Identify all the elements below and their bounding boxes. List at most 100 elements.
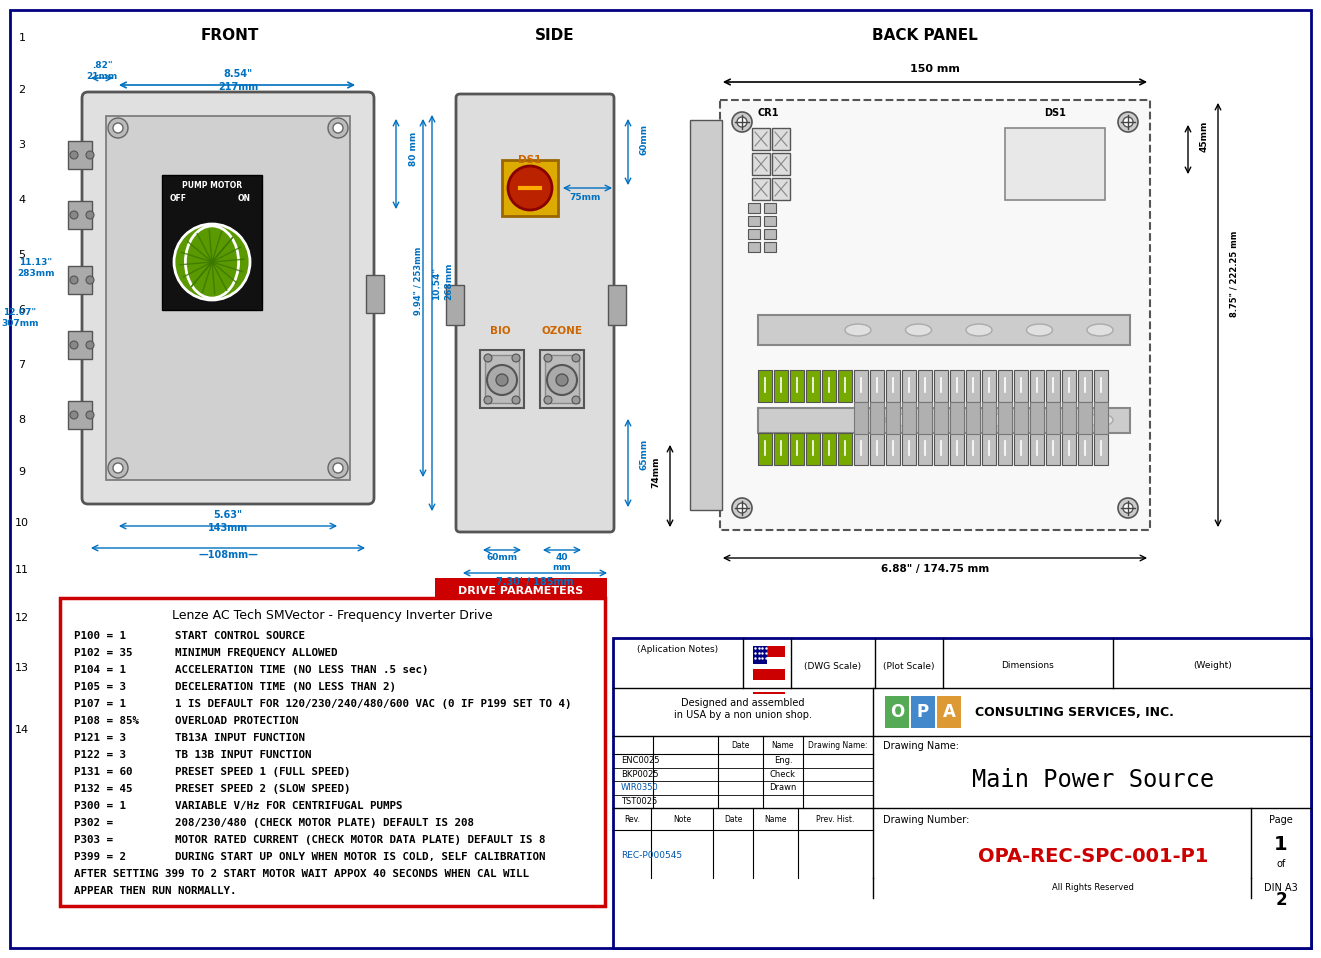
Text: ON: ON — [238, 194, 251, 203]
Text: 217mm: 217mm — [218, 82, 258, 92]
Text: AFTER SETTING 399 TO 2 START MOTOR WAIT APPOX 40 SECONDS WHEN CAL WILL: AFTER SETTING 399 TO 2 START MOTOR WAIT … — [74, 869, 528, 879]
Text: Note: Note — [672, 814, 691, 824]
Bar — [853, 433, 868, 465]
Text: DIN A3: DIN A3 — [1264, 883, 1297, 893]
Circle shape — [483, 396, 491, 404]
Bar — [885, 696, 909, 728]
Circle shape — [328, 458, 347, 478]
Text: (Aplication Notes): (Aplication Notes) — [638, 646, 719, 654]
Text: START CONTROL SOURCE: START CONTROL SOURCE — [174, 631, 305, 641]
Bar — [1030, 433, 1044, 465]
Text: 9.94" / 253mm: 9.94" / 253mm — [413, 246, 423, 315]
Text: 74mm: 74mm — [651, 457, 660, 488]
Text: 1: 1 — [1275, 834, 1288, 854]
Text: P108 = 85%: P108 = 85% — [74, 716, 139, 726]
Text: 45mm: 45mm — [1199, 121, 1209, 152]
Text: 307mm: 307mm — [1, 319, 38, 328]
Bar — [1015, 433, 1028, 465]
Bar — [934, 370, 948, 402]
FancyBboxPatch shape — [82, 92, 374, 504]
Bar — [934, 433, 948, 465]
Bar — [67, 266, 92, 294]
Bar — [871, 402, 884, 434]
Text: 75mm: 75mm — [569, 193, 601, 202]
Text: CR1: CR1 — [757, 108, 779, 118]
Text: Name: Name — [771, 741, 794, 749]
Circle shape — [333, 463, 343, 473]
Circle shape — [70, 211, 78, 219]
Text: Drawing Name:: Drawing Name: — [882, 741, 959, 751]
Bar — [774, 433, 789, 465]
Text: OVERLOAD PROTECTION: OVERLOAD PROTECTION — [174, 716, 299, 726]
Circle shape — [108, 458, 128, 478]
Circle shape — [70, 341, 78, 349]
Text: 8.54": 8.54" — [223, 69, 252, 79]
Bar — [758, 408, 1129, 433]
Text: P121 = 3: P121 = 3 — [74, 733, 125, 743]
Circle shape — [544, 354, 552, 362]
Text: O: O — [890, 703, 904, 721]
Circle shape — [732, 112, 752, 132]
Bar — [806, 370, 820, 402]
Text: Drawing Number:: Drawing Number: — [882, 815, 970, 825]
Text: Page: Page — [1269, 815, 1293, 825]
Bar — [753, 646, 785, 680]
Text: VARIABLE V/Hz FOR CENTRIFUGAL PUMPS: VARIABLE V/Hz FOR CENTRIFUGAL PUMPS — [174, 801, 403, 811]
Text: P303 =: P303 = — [74, 835, 114, 845]
Circle shape — [1123, 503, 1133, 513]
Text: 21mm: 21mm — [86, 72, 118, 81]
Bar — [1030, 370, 1044, 402]
Text: 12.07": 12.07" — [4, 308, 37, 317]
Bar — [790, 370, 804, 402]
Text: BACK PANEL: BACK PANEL — [872, 28, 978, 42]
Bar — [720, 100, 1151, 530]
Text: 6: 6 — [18, 305, 25, 315]
Bar — [753, 669, 785, 680]
Circle shape — [114, 463, 123, 473]
Text: MOTOR RATED CURRENT (CHECK MOTOR DATA PLATE) DEFAULT IS 8: MOTOR RATED CURRENT (CHECK MOTOR DATA PL… — [174, 835, 546, 845]
Text: 6.88" / 174.75 mm: 6.88" / 174.75 mm — [881, 564, 989, 574]
Text: 11: 11 — [15, 565, 29, 575]
Bar — [950, 402, 964, 434]
Bar — [771, 178, 790, 200]
Circle shape — [556, 374, 568, 386]
Text: 60mm: 60mm — [639, 124, 649, 155]
Text: All Rights Reserved: All Rights Reserved — [1052, 883, 1133, 893]
Text: Drawn: Drawn — [769, 784, 797, 792]
Bar — [758, 315, 1129, 345]
Bar — [106, 116, 350, 480]
Text: 283mm: 283mm — [17, 269, 54, 278]
Text: PUMP MOTOR: PUMP MOTOR — [182, 181, 242, 190]
Bar — [918, 402, 933, 434]
Bar — [966, 433, 980, 465]
Bar — [546, 355, 579, 403]
Text: 2: 2 — [1275, 891, 1287, 909]
Text: (Plot Scale): (Plot Scale) — [884, 662, 935, 671]
Text: CONSULTING SERVICES, INC.: CONSULTING SERVICES, INC. — [975, 705, 1174, 718]
Circle shape — [544, 396, 552, 404]
Ellipse shape — [845, 324, 871, 336]
Text: FRONT: FRONT — [201, 28, 259, 42]
Bar — [902, 402, 915, 434]
Text: P300 = 1: P300 = 1 — [74, 801, 125, 811]
Text: DS1: DS1 — [518, 155, 542, 165]
Text: (DWG Scale): (DWG Scale) — [804, 662, 861, 671]
Circle shape — [70, 411, 78, 419]
Bar — [764, 242, 775, 252]
Text: 1: 1 — [18, 33, 25, 43]
Text: P105 = 3: P105 = 3 — [74, 682, 125, 692]
Text: 40: 40 — [556, 553, 568, 562]
Text: TST0025: TST0025 — [621, 797, 658, 806]
Bar — [871, 370, 884, 402]
Text: PRESET SPEED 1 (FULL SPEED): PRESET SPEED 1 (FULL SPEED) — [174, 767, 350, 777]
Text: DS1: DS1 — [1044, 108, 1066, 118]
Bar — [1062, 433, 1077, 465]
Circle shape — [86, 341, 94, 349]
Circle shape — [513, 396, 520, 404]
Circle shape — [174, 224, 250, 300]
Bar — [950, 433, 964, 465]
Text: DRIVE PARAMETERS: DRIVE PARAMETERS — [458, 586, 584, 596]
Bar — [67, 331, 92, 359]
Circle shape — [86, 151, 94, 159]
Text: PRESET SPEED 2 (SLOW SPEED): PRESET SPEED 2 (SLOW SPEED) — [174, 784, 350, 794]
